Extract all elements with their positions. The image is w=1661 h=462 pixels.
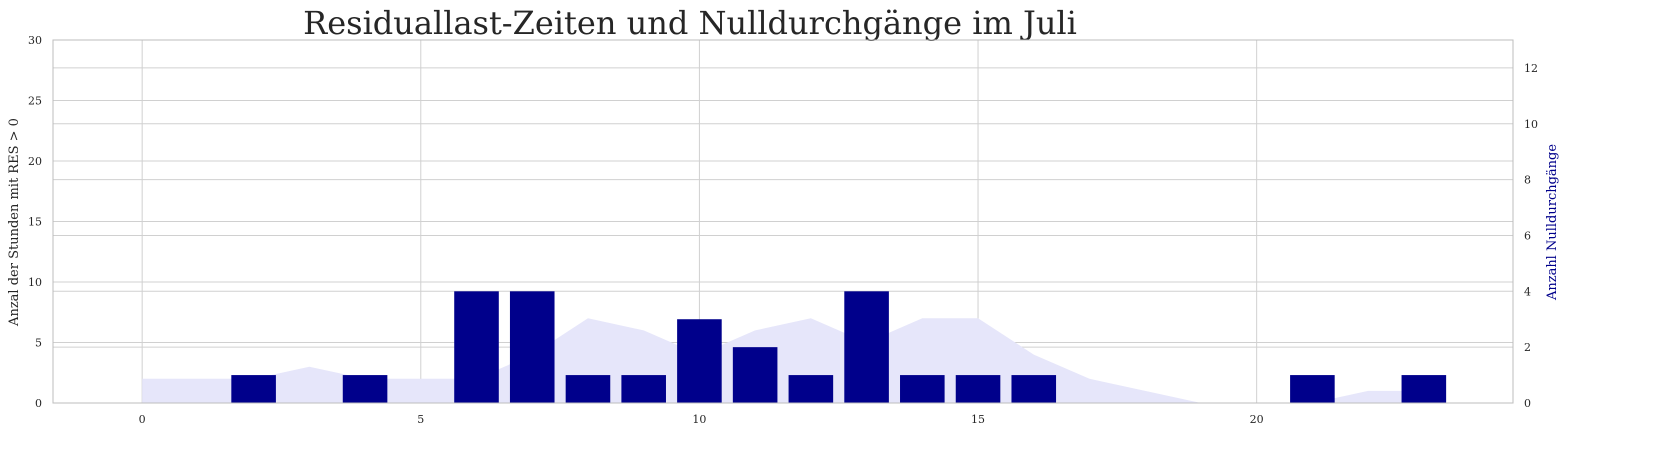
zero-crossing-bar [509,291,555,403]
zero-crossing-bar [1401,375,1447,403]
y-left-tick-label: 5 [35,337,42,350]
y-right-tick-label: 8 [1524,174,1531,187]
x-tick-label: 20 [1250,413,1264,426]
y-right-tick-label: 0 [1524,397,1531,410]
zero-crossing-bar [788,375,834,403]
y-axis-left-title: Anzal der Stunden mit RES > 0 [7,118,22,327]
y-left-tick-label: 15 [28,216,42,229]
frame-layer [52,39,1514,404]
zero-crossing-bar [342,375,388,403]
residual-hours-area [142,318,1424,403]
y-left-tick-label: 25 [28,95,42,108]
chart-title: Residuallast-Zeiten und Nulldurchgänge i… [303,4,1077,42]
zero-crossing-bar [900,375,945,403]
y-right-tick-label: 10 [1524,118,1538,131]
zero-crossing-bar [621,375,666,403]
y-axis-right-title: Anzahl Nulldurchgänge [1545,144,1560,301]
zero-crossing-bar [732,347,778,403]
y-left-tick-label: 30 [28,34,42,47]
y-right-tick-label: 2 [1524,341,1531,354]
y-left-tick-label: 10 [28,276,42,289]
zero-crossing-bar [1011,375,1057,403]
x-tick-label: 5 [417,413,424,426]
area-layer [142,318,1424,403]
zero-crossing-bar [844,291,889,403]
y-right-tick-label: 12 [1524,62,1538,75]
y-right-tick-label: 6 [1524,229,1531,242]
zero-crossing-bar [955,375,1001,403]
zero-crossing-bar [677,319,722,403]
x-tick-label: 0 [139,413,146,426]
bar-layer [231,291,1447,403]
zero-crossing-bar [231,375,276,403]
zero-crossing-bar [565,375,611,403]
x-tick-label: 15 [971,413,985,426]
y-left-tick-label: 20 [28,155,42,168]
tick-layer: 0 5 10 15 20 0 5 10 15 20 25 30 0 2 4 6 8 10 12 [28,34,1538,426]
y-right-tick-label: 4 [1524,285,1531,298]
plot-frame [52,39,1514,404]
y-left-tick-label: 0 [35,397,42,410]
x-tick-label: 10 [692,413,706,426]
zero-crossing-bar [454,291,499,403]
zero-crossing-bar [1290,375,1335,403]
